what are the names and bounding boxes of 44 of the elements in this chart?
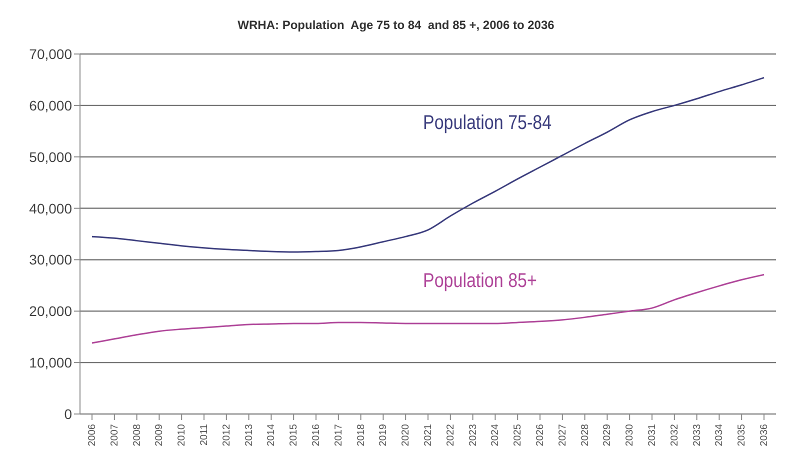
y-tick-label: 50,000 — [29, 148, 72, 165]
x-tick-label: 2033 — [692, 424, 703, 446]
x-tick-label: 2013 — [244, 424, 255, 446]
series-label: Population 75-84 — [423, 112, 552, 135]
x-tick-label: 2014 — [266, 424, 278, 446]
y-tick-label: 20,000 — [29, 303, 72, 320]
x-tick-label: 2031 — [647, 424, 658, 446]
series-label: Population 85+ — [423, 270, 537, 293]
x-tick-label: 2012 — [221, 424, 232, 446]
x-tick-label: 2032 — [669, 424, 680, 446]
x-tick-label: 2028 — [580, 424, 591, 446]
x-tick-label: 2027 — [557, 424, 568, 446]
x-tick-label: 2021 — [423, 424, 434, 446]
x-tick-label: 2035 — [736, 424, 748, 446]
y-tick-label: 70,000 — [29, 46, 72, 62]
x-tick-label: 2034 — [714, 424, 726, 446]
x-tick-label: 2023 — [468, 424, 479, 446]
x-tick-label: 2007 — [109, 424, 120, 446]
x-tick-label: 2010 — [176, 424, 188, 446]
x-tick-label: 2008 — [132, 424, 143, 446]
x-tick-label: 2015 — [288, 424, 300, 446]
x-tick-label: 2030 — [624, 424, 636, 446]
x-tick-label: 2022 — [445, 424, 456, 446]
x-tick-label: 2024 — [490, 424, 502, 446]
y-tick-label: 30,000 — [29, 252, 72, 268]
x-tick-label: 2017 — [333, 424, 344, 446]
x-tick-label: 2029 — [602, 424, 614, 446]
chart-title: WRHA: Population Age 75 to 84 and 85 +, 2006 to 2036 — [236, 18, 556, 32]
x-tick-label: 2026 — [535, 424, 546, 446]
x-tick-label: 2036 — [759, 424, 770, 446]
x-tick-label: 2016 — [311, 424, 322, 446]
y-tick-label: 10,000 — [29, 354, 72, 371]
x-tick-label: 2009 — [154, 424, 166, 446]
y-tick-label: 40,000 — [29, 200, 72, 216]
line-series — [91, 274, 765, 344]
line-series — [91, 76, 765, 253]
x-tick-label: 2025 — [512, 424, 524, 446]
x-tick-label: 2020 — [400, 424, 412, 446]
x-tick-label: 2019 — [378, 424, 390, 446]
x-tick-label: 2018 — [356, 424, 367, 446]
x-tick-label: 2011 — [199, 424, 210, 446]
x-tick-label: 2006 — [87, 424, 98, 446]
y-tick-label: 60,000 — [29, 97, 72, 114]
y-tick-label: 0 — [64, 406, 72, 422]
